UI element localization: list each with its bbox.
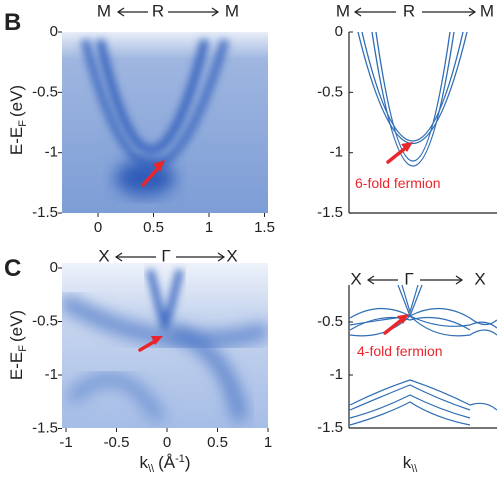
- direction-label: R: [403, 1, 415, 20]
- direction-label: M: [225, 1, 239, 20]
- axes: [348, 32, 497, 429]
- panel-label: C: [4, 255, 21, 282]
- x-tick-label: 1: [264, 434, 272, 451]
- direction-label: Γ: [404, 269, 413, 288]
- arpes-image-b: [62, 32, 268, 213]
- direction-label: X: [350, 269, 361, 288]
- band-structure-c: [349, 284, 497, 426]
- direction-label: M: [336, 1, 350, 20]
- direction-label: X: [98, 246, 109, 265]
- x-axis-label-unit: (Å: [158, 453, 176, 472]
- y-tick-label: -1: [330, 144, 343, 161]
- direction-label: X: [226, 246, 237, 265]
- arpes-image-c: [62, 263, 268, 428]
- y-tick-label: -0.5: [32, 312, 58, 329]
- y-axis-label-main: E-E: [7, 127, 26, 155]
- annotation: 6-fold fermion: [355, 175, 441, 191]
- y-tick-label: 0: [50, 259, 58, 276]
- y-tick-label: -1.5: [317, 419, 343, 436]
- y-tick-label: -0.5: [32, 83, 58, 100]
- y-axis-label-unit: (eV): [7, 310, 26, 342]
- y-axis-label-sub: F: [17, 345, 29, 352]
- y-tick-label: 0: [335, 23, 343, 40]
- direction-arrows: [114, 7, 477, 285]
- y-axis-label-unit: (eV): [7, 85, 26, 117]
- direction-label: Γ: [161, 246, 170, 265]
- band-structure-b: [357, 31, 468, 167]
- x-tick-label: 0: [163, 434, 171, 451]
- x-axis-label-sup: -1: [175, 453, 185, 465]
- x-axis-label: k\\: [403, 453, 419, 475]
- y-axis-label: E-EF (eV): [7, 310, 29, 380]
- x-axis-label-sub: \\: [411, 463, 418, 475]
- panel-label: B: [4, 9, 21, 36]
- y-axis-label-sub: F: [17, 120, 29, 127]
- x-axis-label: k\\ (Å-1): [139, 453, 190, 475]
- y-tick-label: -0.5: [317, 313, 343, 330]
- x-tick-label: -0.5: [104, 434, 130, 451]
- x-tick-label: 0.5: [207, 434, 228, 451]
- y-tick-label: -1: [45, 144, 58, 161]
- y-tick-label: -1: [45, 366, 58, 383]
- y-axis-label: E-EF (eV): [7, 85, 29, 155]
- y-tick-label: -1.5: [32, 419, 58, 436]
- x-axis-label-main: k: [139, 453, 148, 472]
- x-tick-label: 1: [205, 219, 213, 236]
- annotation: 4-fold fermion: [357, 343, 443, 359]
- direction-label: M: [480, 1, 494, 20]
- x-axis-label-close: ): [185, 453, 191, 472]
- x-axis-label-main: k: [403, 453, 412, 472]
- fermion-arrow-heads: [151, 142, 413, 345]
- x-tick-label: -1: [59, 434, 72, 451]
- y-tick-label: 0: [50, 23, 58, 40]
- y-tick-label: -1.5: [317, 204, 343, 221]
- y-tick-label: -0.5: [317, 83, 343, 100]
- y-tick-label: -1: [330, 366, 343, 383]
- direction-label: R: [152, 1, 164, 20]
- x-axis-label-sub: \\: [148, 463, 155, 475]
- y-tick-label: -1.5: [32, 204, 58, 221]
- x-tick-label: 0.5: [143, 219, 164, 236]
- x-tick-label: 1.5: [254, 219, 275, 236]
- x-tick-label: 0: [94, 219, 102, 236]
- direction-label: M: [97, 1, 111, 20]
- direction-label: X: [474, 269, 485, 288]
- y-axis-label-main: E-E: [7, 352, 26, 380]
